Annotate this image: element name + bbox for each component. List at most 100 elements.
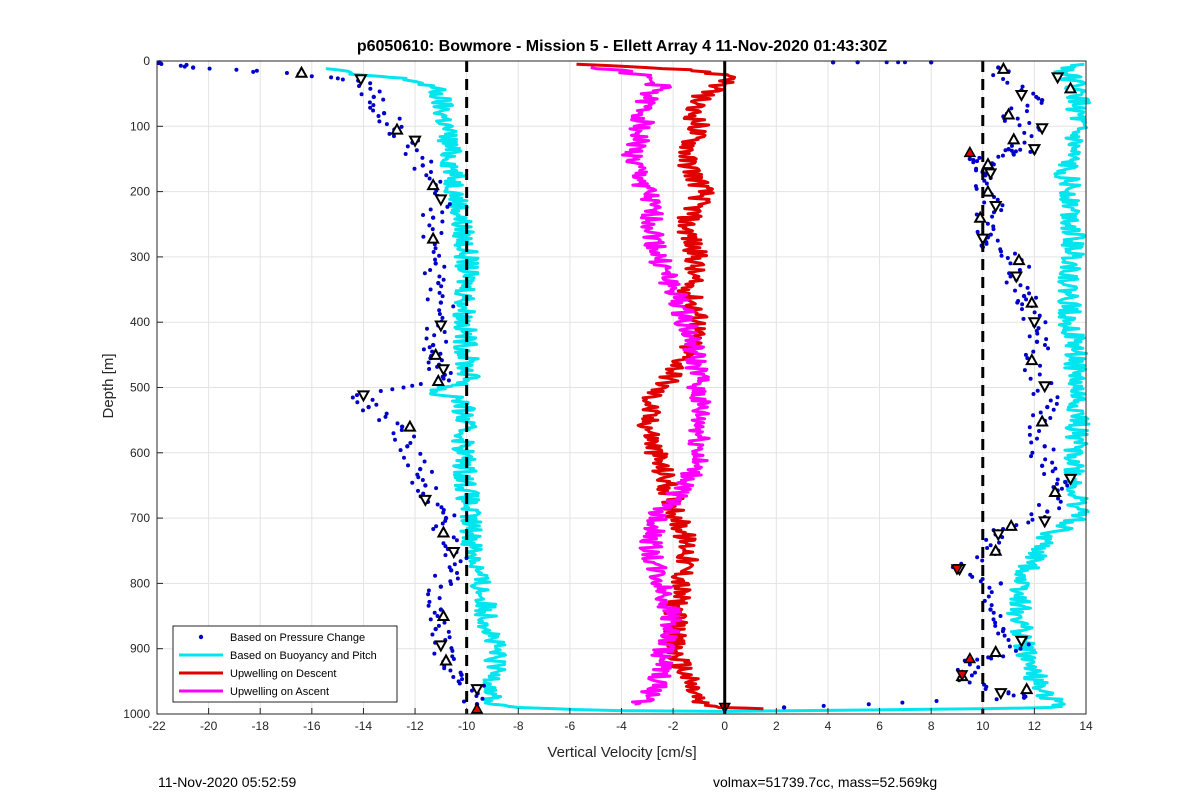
pressure-change-point xyxy=(430,215,436,220)
open-triangle-marker xyxy=(431,373,445,386)
pressure-change-point xyxy=(431,250,436,255)
pressure-change-point xyxy=(1037,429,1042,434)
pressure-change-point xyxy=(359,92,364,97)
pressure-change-point xyxy=(178,63,183,68)
upwelling-on-descent-line xyxy=(576,62,764,711)
x-tick-label: 4 xyxy=(825,719,832,733)
open-triangle-marker xyxy=(983,168,998,181)
pressure-change-point xyxy=(448,568,454,573)
filled-triangle-marker xyxy=(963,651,977,664)
y-tick-label: 300 xyxy=(130,250,150,264)
pressure-change-point xyxy=(427,176,432,181)
pressure-change-point xyxy=(440,315,445,320)
pressure-change-point xyxy=(401,385,406,390)
pressure-change-point xyxy=(445,204,450,209)
pressure-change-point xyxy=(1030,517,1035,522)
pressure-change-point xyxy=(438,300,444,305)
pressure-change-point xyxy=(377,418,382,423)
pressure-change-point xyxy=(1043,320,1048,325)
open-triangle-marker xyxy=(988,644,1003,657)
pressure-change-point xyxy=(900,700,905,705)
pressure-change-point xyxy=(427,345,432,350)
pressure-change-point xyxy=(989,656,994,661)
pressure-change-point xyxy=(1017,267,1022,272)
pressure-change-point xyxy=(427,223,432,228)
pressure-change-point xyxy=(384,122,389,127)
pressure-change-point xyxy=(1029,440,1034,445)
pressure-change-point xyxy=(367,100,372,105)
pressure-change-point xyxy=(994,697,999,702)
open-triangle-marker xyxy=(356,390,371,403)
pressure-change-point xyxy=(1017,123,1022,128)
pressure-change-point xyxy=(207,66,212,71)
pressure-change-point xyxy=(428,287,433,292)
pressure-change-point xyxy=(991,617,996,622)
pressure-change-point xyxy=(996,154,1001,159)
pressure-change-point xyxy=(993,620,998,625)
x-tick-label: 10 xyxy=(976,719,990,733)
pressure-change-point xyxy=(1001,76,1006,81)
pressure-change-point xyxy=(973,670,978,675)
pressure-change-point xyxy=(1002,633,1007,638)
pressure-change-point xyxy=(429,469,434,474)
pressure-change-point xyxy=(399,427,404,432)
pressure-change-point xyxy=(444,339,449,344)
x-tick-label: -14 xyxy=(355,719,373,733)
pressure-change-point xyxy=(439,505,444,510)
pressure-change-point xyxy=(781,705,787,710)
pressure-change-point xyxy=(1008,274,1013,279)
open-triangle-marker xyxy=(436,364,451,377)
open-triangle-marker xyxy=(354,74,368,87)
pressure-change-point xyxy=(440,521,445,526)
pressure-change-point xyxy=(1014,523,1019,528)
pressure-change-point xyxy=(1028,149,1033,154)
pressure-change-point xyxy=(438,607,444,612)
open-triangle-marker xyxy=(434,194,448,207)
pressure-change-point xyxy=(442,264,447,269)
pressure-change-point xyxy=(405,444,410,449)
pressure-change-point xyxy=(1037,313,1042,318)
x-tick-label: 0 xyxy=(721,719,728,733)
pressure-change-point xyxy=(459,672,464,678)
pressure-change-point xyxy=(376,113,381,118)
pressure-change-point xyxy=(447,202,452,207)
pressure-change-point xyxy=(251,69,256,74)
open-triangle-marker xyxy=(439,653,453,666)
open-triangle-marker xyxy=(991,529,1005,542)
pressure-change-point xyxy=(1028,376,1033,381)
x-tick-label: -22 xyxy=(148,719,166,733)
pressure-change-point xyxy=(1013,648,1018,653)
pressure-change-point xyxy=(934,698,939,703)
pressure-change-point xyxy=(398,448,403,453)
pressure-change-point xyxy=(1022,140,1027,145)
pressure-change-point xyxy=(454,538,459,543)
pressure-change-point xyxy=(998,614,1003,619)
pressure-change-point xyxy=(1063,479,1068,485)
pressure-change-point xyxy=(991,610,996,615)
pressure-change-point xyxy=(414,148,419,153)
pressure-change-point xyxy=(991,73,996,78)
pressure-change-point xyxy=(987,585,992,590)
pressure-change-point xyxy=(387,131,392,136)
pressure-change-point xyxy=(427,599,432,604)
legend-box xyxy=(172,625,398,703)
pressure-change-point xyxy=(360,408,365,413)
pressure-change-point xyxy=(422,271,427,276)
filled-triangle-marker xyxy=(963,145,977,158)
pressure-change-point xyxy=(1027,291,1032,296)
filled-triangle-marker xyxy=(955,670,969,682)
x-tick-label: 2 xyxy=(773,719,780,733)
open-triangle-marker xyxy=(1009,271,1024,284)
open-triangle-marker xyxy=(1038,516,1052,529)
pressure-change-point xyxy=(1029,134,1034,139)
pressure-change-point xyxy=(451,304,456,309)
pressure-change-point xyxy=(434,486,439,491)
pressure-change-point xyxy=(975,159,980,164)
open-triangle-marker xyxy=(426,178,440,191)
pressure-change-point xyxy=(443,553,448,558)
pressure-change-point xyxy=(432,610,437,615)
pressure-change-point xyxy=(455,576,460,581)
pressure-change-point xyxy=(431,526,436,531)
pressure-change-point xyxy=(984,537,989,542)
x-axis-label: Vertical Velocity [cm/s] xyxy=(547,744,696,761)
